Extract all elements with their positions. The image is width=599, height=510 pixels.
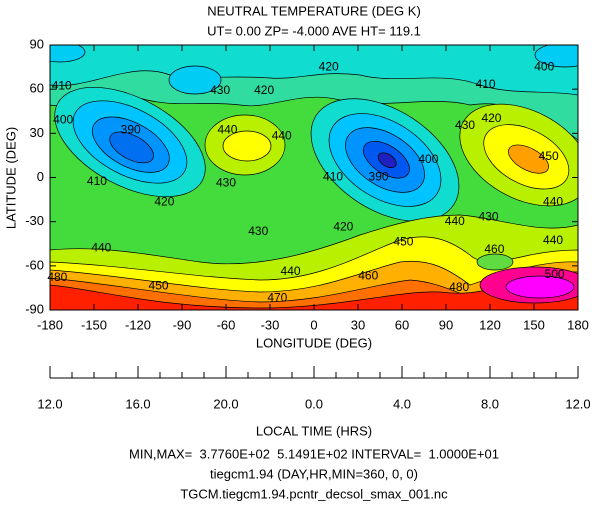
contour-label: 460 bbox=[358, 268, 378, 282]
patch-440 bbox=[476, 253, 514, 271]
chart-subtitle: UT= 0.00 ZP= -4.000 AVE HT= 119.1 bbox=[207, 23, 421, 38]
contour-label: 410 bbox=[52, 78, 72, 92]
patch-400 bbox=[534, 45, 578, 68]
contour-label: 430 bbox=[455, 118, 475, 132]
x-tick-label: -60 bbox=[217, 317, 236, 332]
y-tick-label: 30 bbox=[30, 125, 44, 140]
contour-label: 430 bbox=[479, 209, 499, 223]
contour-label: 410 bbox=[476, 77, 496, 91]
high-450 bbox=[222, 130, 272, 162]
contour-fills bbox=[50, 45, 578, 310]
lt-tick-label: 20.0 bbox=[213, 396, 238, 411]
contour-label: 390 bbox=[121, 123, 141, 137]
contour-label: 440 bbox=[272, 128, 292, 142]
contour-label: 440 bbox=[281, 264, 301, 278]
x-tick-label: -180 bbox=[37, 317, 63, 332]
lt-tick-label: 4.0 bbox=[393, 396, 411, 411]
contour-label: 410 bbox=[87, 174, 107, 188]
x-tick-label: -30 bbox=[261, 317, 280, 332]
contour-label: 460 bbox=[484, 242, 504, 256]
y-tick-label: -60 bbox=[25, 257, 44, 272]
x-tick-label: -120 bbox=[125, 317, 151, 332]
chart-title: NEUTRAL TEMPERATURE (DEG K) bbox=[207, 3, 421, 18]
contour-label: 430 bbox=[248, 224, 268, 238]
contour-label: 390 bbox=[369, 170, 389, 184]
y-tick-label: 90 bbox=[30, 36, 44, 51]
contour-label: 420 bbox=[254, 83, 274, 97]
contour-label: 420 bbox=[481, 111, 501, 125]
contour-label: 440 bbox=[543, 195, 563, 209]
low-east bbox=[310, 98, 460, 222]
contour-label: 410 bbox=[323, 170, 343, 184]
y-axis-label: LATITUDE (DEG) bbox=[3, 127, 18, 229]
x-tick-label: 90 bbox=[439, 317, 453, 332]
x-axis-label: LONGITUDE (DEG) bbox=[256, 335, 372, 350]
x-tick-label: 30 bbox=[351, 317, 365, 332]
contour-label: 420 bbox=[154, 195, 174, 209]
contour-label: 400 bbox=[534, 59, 554, 73]
lt-tick-label: 16.0 bbox=[125, 396, 150, 411]
contour-label: 430 bbox=[210, 83, 230, 97]
x-tick-label: 120 bbox=[479, 317, 501, 332]
x-tick-label: -90 bbox=[173, 317, 192, 332]
contour-label: 420 bbox=[333, 220, 353, 234]
contour-label: 440 bbox=[217, 123, 237, 137]
footer-line: MIN,MAX= 3.7760E+02 5.1491E+02 INTERVAL=… bbox=[129, 446, 499, 461]
lt-tick-label: 12.0 bbox=[565, 396, 590, 411]
contour-label: 440 bbox=[543, 233, 563, 247]
y-tick-label: -30 bbox=[25, 213, 44, 228]
y-tick-label: 60 bbox=[30, 81, 44, 96]
patch-400 bbox=[168, 65, 222, 95]
x-tick-label: 180 bbox=[567, 317, 589, 332]
lt-axis-label: LOCAL TIME (HRS) bbox=[256, 423, 372, 438]
contour-label: 400 bbox=[53, 112, 73, 126]
y-tick-label: -90 bbox=[25, 301, 44, 316]
contour-label: 400 bbox=[418, 152, 438, 166]
contour-label: 440 bbox=[445, 214, 465, 228]
lt-tick-label: 12.0 bbox=[37, 396, 62, 411]
band-410 bbox=[50, 45, 578, 96]
contour-label: 420 bbox=[319, 59, 339, 73]
contour-label: 440 bbox=[91, 240, 111, 254]
footer-line: tiegcm1.94 (DAY,HR,MIN=360, 0, 0) bbox=[210, 466, 418, 481]
patch-400 bbox=[50, 45, 86, 63]
contour-label: 470 bbox=[267, 290, 287, 304]
patch-500 bbox=[505, 275, 575, 299]
contour-label: 500 bbox=[545, 267, 565, 281]
contour-label: 450 bbox=[393, 234, 413, 248]
lt-tick-label: 0.0 bbox=[305, 396, 323, 411]
x-tick-label: 150 bbox=[523, 317, 545, 332]
x-tick-label: -150 bbox=[81, 317, 107, 332]
contour-label: 480 bbox=[47, 270, 67, 284]
low-west bbox=[54, 86, 206, 198]
x-tick-label: 0 bbox=[310, 317, 317, 332]
footer-line: TGCM.tiegcm1.94.pcntr_decsol_smax_001.nc bbox=[180, 486, 448, 501]
lt-tick-label: 8.0 bbox=[481, 396, 499, 411]
contour-label: 450 bbox=[149, 279, 169, 293]
contour-label: 430 bbox=[216, 176, 236, 190]
x-tick-label: 60 bbox=[395, 317, 409, 332]
y-tick-label: 0 bbox=[37, 169, 44, 184]
contour-label: 480 bbox=[449, 280, 469, 294]
high-east bbox=[459, 103, 578, 207]
contour-label: 450 bbox=[539, 149, 559, 163]
